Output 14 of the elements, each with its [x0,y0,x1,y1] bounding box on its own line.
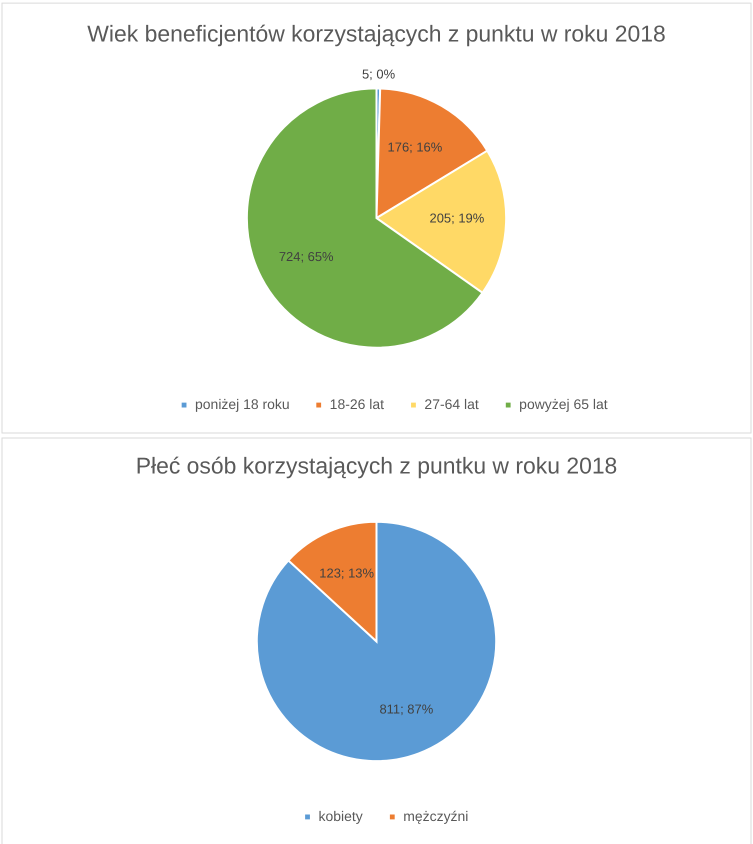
legend-label: 27-64 lat [424,396,479,412]
data-label: 811; 87% [379,701,434,716]
legend-label: powyżej 65 lat [519,396,608,412]
data-label: 5; 0% [362,66,396,82]
chart-title: Wiek beneficjentów korzystających z punktu w roku 2018 [87,20,666,47]
data-label: 205; 19% [430,210,485,226]
legend-label: kobiety [318,808,363,824]
legend-label: poniżej 18 roku [195,396,290,412]
legend-label: 18-26 lat [330,396,384,412]
data-label: 123; 13% [319,565,375,580]
data-label: 724; 65% [278,249,334,264]
data-label: 176; 16% [388,139,443,154]
legend-label: mężczyźni [403,808,468,824]
chart-title: Płeć osób korzystających z puntku w roku 2018 [136,452,618,478]
